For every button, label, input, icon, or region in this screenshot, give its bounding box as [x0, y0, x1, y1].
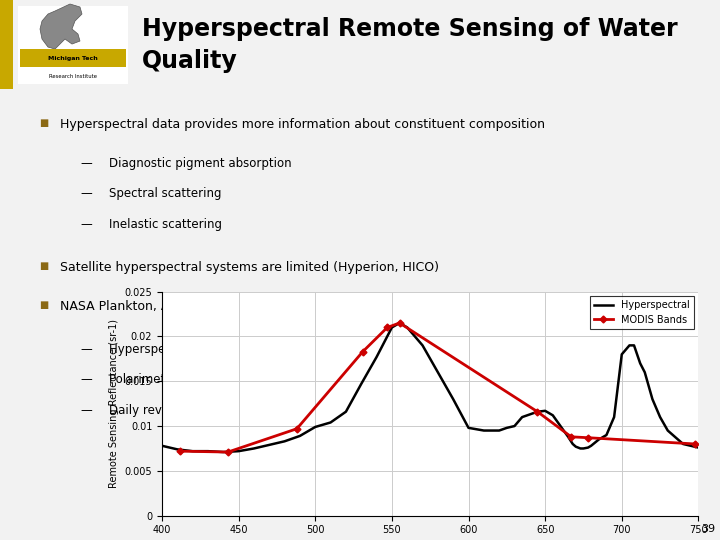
- Hyperspectral: [395, 320, 404, 326]
- MODIS Bands: [383, 324, 392, 330]
- Legend: Hyperspectral, MODIS Bands: Hyperspectral, MODIS Bands: [590, 296, 693, 329]
- Text: Spectral scattering: Spectral scattering: [109, 187, 221, 200]
- Text: Daily revisit: Daily revisit: [109, 404, 179, 417]
- Text: Satellite hyperspectral systems are limited (Hyperion, HICO): Satellite hyperspectral systems are limi…: [60, 261, 439, 274]
- MODIS Bands: [533, 408, 542, 415]
- Text: —: —: [81, 374, 93, 387]
- Hyperspectral: [618, 351, 626, 357]
- Text: Diagnostic pigment absorption: Diagnostic pigment absorption: [109, 157, 292, 170]
- MODIS Bands: [224, 449, 233, 455]
- Hyperspectral: [576, 445, 585, 451]
- Hyperspectral: [568, 441, 577, 447]
- Text: Hyperspectral Remote Sensing of Water: Hyperspectral Remote Sensing of Water: [142, 17, 678, 41]
- Line: MODIS Bands: MODIS Bands: [178, 321, 698, 455]
- Line: Hyperspectral: Hyperspectral: [162, 323, 698, 452]
- Hyperspectral: [564, 434, 572, 440]
- Text: 39: 39: [701, 524, 715, 534]
- MODIS Bands: [691, 441, 700, 447]
- Text: Quality: Quality: [142, 49, 238, 73]
- Hyperspectral: [579, 445, 588, 451]
- Text: ■: ■: [39, 300, 48, 310]
- Text: —: —: [81, 343, 93, 356]
- Y-axis label: Remote Sensing Reflectance (sr-1): Remote Sensing Reflectance (sr-1): [109, 319, 119, 488]
- Text: NASA Plankton, Aerosol, Cloud, ocean Ecosystem (PACE) mission will launch 2022: NASA Plankton, Aerosol, Cloud, ocean Eco…: [60, 300, 572, 313]
- Text: Inelastic scattering: Inelastic scattering: [109, 218, 222, 231]
- MODIS Bands: [567, 434, 575, 440]
- Text: —: —: [81, 157, 93, 170]
- Bar: [18, 6, 128, 84]
- Hyperspectral: [158, 443, 166, 449]
- MODIS Bands: [584, 435, 593, 441]
- Text: Hyperspectral data provides more information about constituent composition: Hyperspectral data provides more informa…: [60, 118, 545, 131]
- Polygon shape: [40, 4, 82, 49]
- MODIS Bands: [395, 320, 404, 326]
- Text: —: —: [81, 404, 93, 417]
- Text: Michigan Tech: Michigan Tech: [48, 56, 98, 60]
- MODIS Bands: [292, 426, 301, 432]
- Text: —: —: [81, 187, 93, 200]
- Text: ■: ■: [39, 261, 48, 271]
- MODIS Bands: [359, 348, 367, 355]
- Text: Research Institute: Research Institute: [49, 73, 97, 79]
- Bar: [0, 0, 13, 89]
- Text: ■: ■: [39, 118, 48, 129]
- MODIS Bands: [176, 448, 185, 454]
- Bar: [20, 49, 126, 67]
- Hyperspectral: [219, 449, 228, 455]
- Hyperspectral: [387, 324, 396, 330]
- Hyperspectral: [694, 444, 703, 451]
- Text: Hyperspectral 350-885nm: Hyperspectral 350-885nm: [109, 343, 264, 356]
- Text: Polarimeters (hyperspectral and hyperangular): Polarimeters (hyperspectral and hyperang…: [109, 374, 387, 387]
- Text: —: —: [81, 218, 93, 231]
